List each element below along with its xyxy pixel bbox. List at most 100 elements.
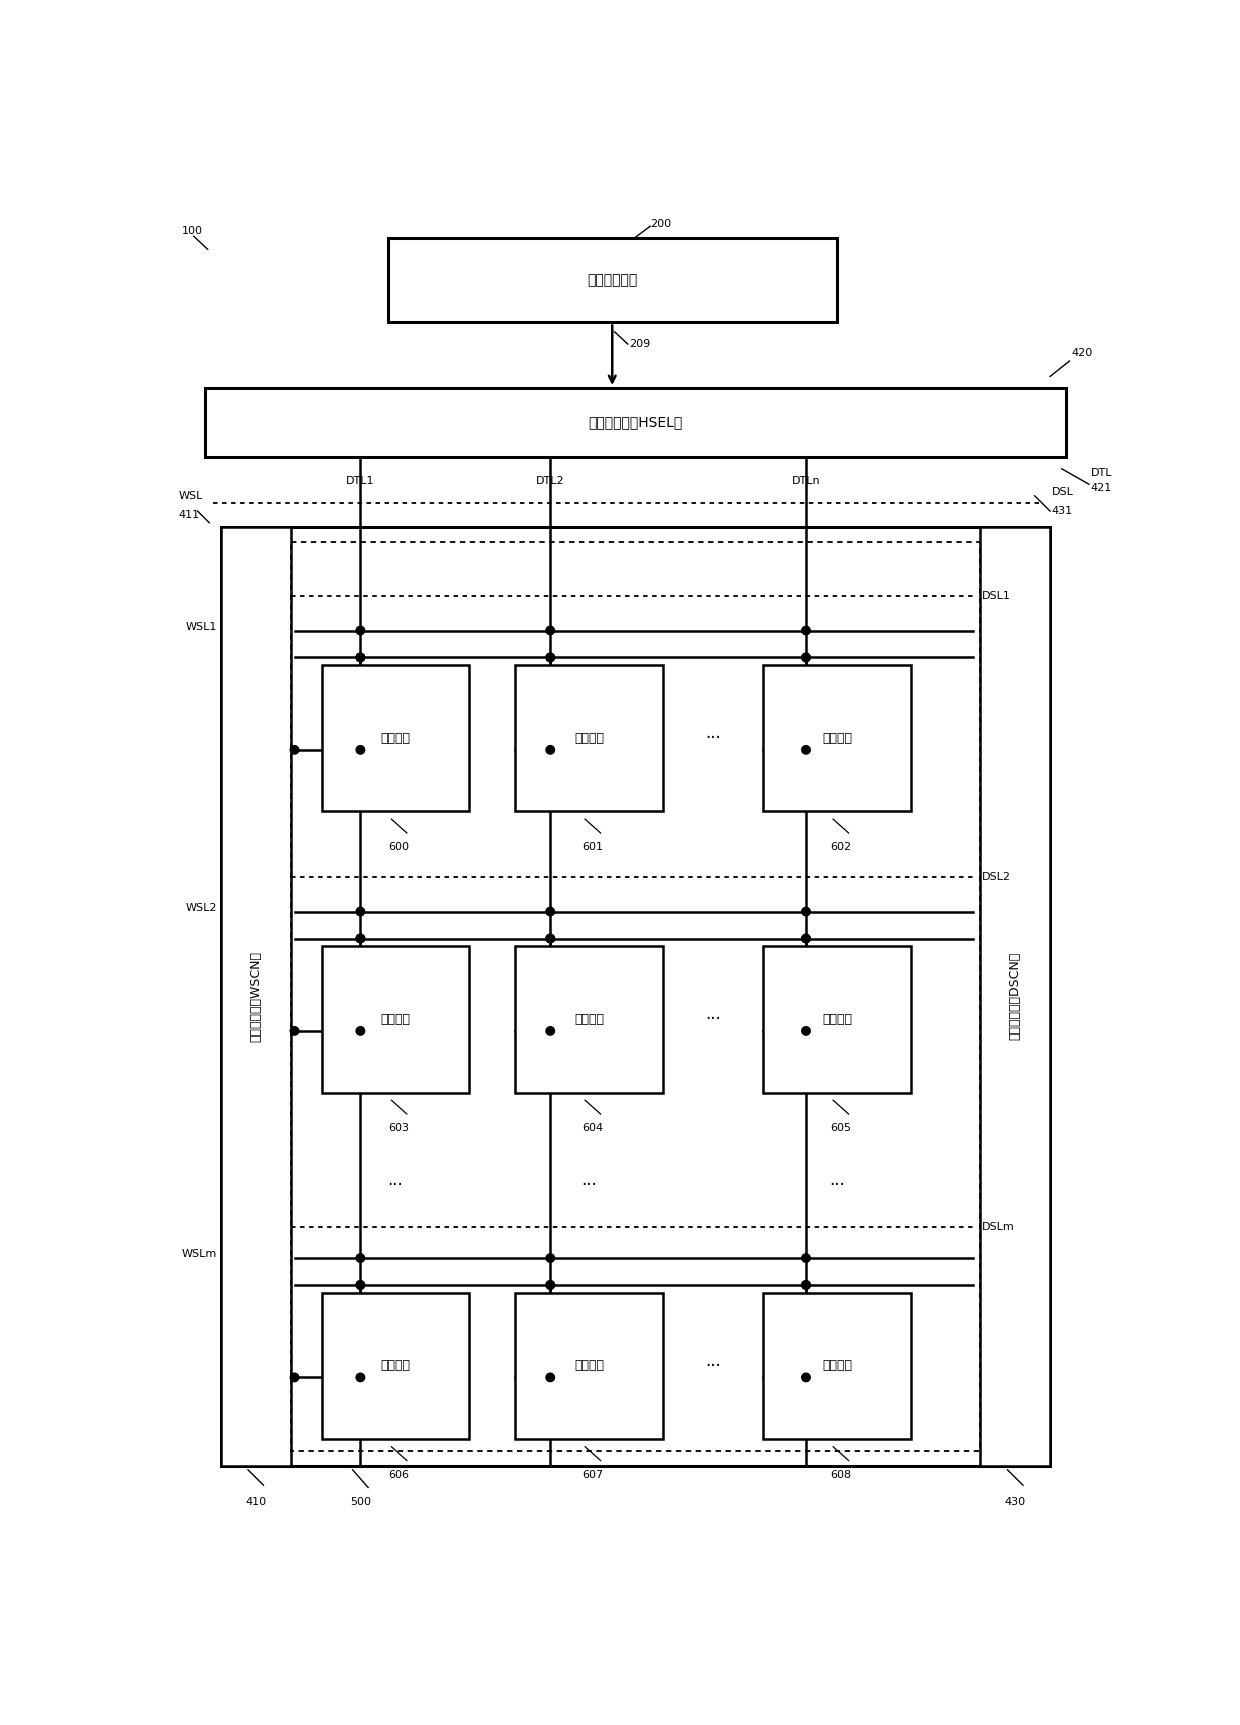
Text: 430: 430 bbox=[1004, 1497, 1025, 1506]
Circle shape bbox=[802, 907, 810, 916]
Bar bbox=[516, 666, 662, 811]
Text: 像素电路: 像素电路 bbox=[822, 1359, 852, 1373]
Text: 像素电路: 像素电路 bbox=[574, 731, 604, 745]
Circle shape bbox=[356, 1254, 365, 1263]
Text: 431: 431 bbox=[1052, 505, 1073, 516]
Text: DSL: DSL bbox=[1052, 486, 1074, 497]
Text: 411: 411 bbox=[179, 511, 200, 519]
Text: 像素电路: 像素电路 bbox=[574, 1013, 604, 1026]
Text: 600: 600 bbox=[388, 842, 409, 852]
Text: DTL2: DTL2 bbox=[536, 476, 564, 486]
Text: 209: 209 bbox=[629, 340, 651, 348]
Circle shape bbox=[546, 935, 554, 944]
Text: 500: 500 bbox=[350, 1497, 371, 1506]
Text: 老化校正单元: 老化校正单元 bbox=[587, 273, 637, 286]
Bar bbox=[516, 947, 662, 1092]
Text: 601: 601 bbox=[583, 842, 604, 852]
Circle shape bbox=[356, 626, 365, 635]
Circle shape bbox=[290, 1373, 299, 1382]
Bar bbox=[981, 526, 1050, 1466]
Text: 像素电路: 像素电路 bbox=[822, 731, 852, 745]
Circle shape bbox=[546, 654, 554, 662]
Circle shape bbox=[546, 626, 554, 635]
Text: 100: 100 bbox=[182, 226, 203, 236]
Bar bbox=[221, 526, 1050, 1466]
Text: WSL1: WSL1 bbox=[186, 621, 217, 631]
Bar bbox=[206, 388, 1065, 457]
Bar bbox=[221, 526, 290, 1466]
Circle shape bbox=[356, 654, 365, 662]
Bar bbox=[516, 1292, 662, 1439]
Text: 606: 606 bbox=[388, 1470, 409, 1480]
Text: 写入扫描器（WSCN）: 写入扫描器（WSCN） bbox=[249, 950, 262, 1042]
Text: DTL: DTL bbox=[1090, 467, 1112, 478]
Text: WSL: WSL bbox=[179, 490, 202, 500]
Circle shape bbox=[802, 654, 810, 662]
Text: 420: 420 bbox=[1071, 348, 1094, 359]
Text: 像素电路: 像素电路 bbox=[822, 1013, 852, 1026]
Text: 像素电路: 像素电路 bbox=[381, 731, 410, 745]
Circle shape bbox=[356, 1026, 365, 1035]
Text: WSL2: WSL2 bbox=[186, 902, 217, 913]
Circle shape bbox=[356, 935, 365, 944]
Circle shape bbox=[546, 907, 554, 916]
Text: 200: 200 bbox=[650, 219, 671, 228]
Circle shape bbox=[356, 654, 365, 662]
Bar bbox=[290, 542, 981, 1451]
Text: 605: 605 bbox=[831, 1123, 852, 1133]
Circle shape bbox=[802, 1254, 810, 1263]
Text: DTLn: DTLn bbox=[791, 476, 821, 486]
Circle shape bbox=[356, 907, 365, 916]
Text: ···: ··· bbox=[706, 730, 720, 747]
Text: DSL2: DSL2 bbox=[982, 871, 1011, 881]
Circle shape bbox=[546, 1373, 554, 1382]
Circle shape bbox=[290, 1026, 299, 1035]
Circle shape bbox=[802, 1026, 810, 1035]
Circle shape bbox=[356, 935, 365, 944]
Text: 603: 603 bbox=[388, 1123, 409, 1133]
Circle shape bbox=[356, 1280, 365, 1289]
Circle shape bbox=[356, 1373, 365, 1382]
Circle shape bbox=[802, 935, 810, 944]
Circle shape bbox=[546, 654, 554, 662]
Circle shape bbox=[546, 935, 554, 944]
Text: 像素电路: 像素电路 bbox=[574, 1359, 604, 1373]
Text: ···: ··· bbox=[830, 1176, 844, 1194]
Circle shape bbox=[802, 654, 810, 662]
Text: 607: 607 bbox=[583, 1470, 604, 1480]
Circle shape bbox=[802, 745, 810, 754]
Text: 像素电路: 像素电路 bbox=[381, 1359, 410, 1373]
Circle shape bbox=[546, 1280, 554, 1289]
Circle shape bbox=[546, 1254, 554, 1263]
Bar bbox=[764, 947, 910, 1092]
Text: WSLm: WSLm bbox=[182, 1249, 217, 1259]
Circle shape bbox=[356, 1280, 365, 1289]
Text: 水平选择器（HSEL）: 水平选择器（HSEL） bbox=[588, 416, 683, 430]
Bar bbox=[764, 666, 910, 811]
Text: 驱动扫描器（DSCN）: 驱动扫描器（DSCN） bbox=[1009, 952, 1022, 1040]
Text: DSLm: DSLm bbox=[982, 1223, 1014, 1232]
Bar bbox=[321, 947, 469, 1092]
Text: ···: ··· bbox=[706, 1358, 720, 1375]
Circle shape bbox=[802, 626, 810, 635]
Text: 421: 421 bbox=[1090, 483, 1112, 493]
Circle shape bbox=[546, 1280, 554, 1289]
Text: DSL1: DSL1 bbox=[982, 592, 1011, 600]
Text: ···: ··· bbox=[387, 1176, 403, 1194]
Text: 608: 608 bbox=[831, 1470, 852, 1480]
Text: 604: 604 bbox=[583, 1123, 604, 1133]
Bar bbox=[764, 1292, 910, 1439]
Circle shape bbox=[546, 745, 554, 754]
Text: DTL1: DTL1 bbox=[346, 476, 374, 486]
Circle shape bbox=[802, 1373, 810, 1382]
Circle shape bbox=[802, 1280, 810, 1289]
Text: 602: 602 bbox=[831, 842, 852, 852]
Text: 410: 410 bbox=[246, 1497, 267, 1506]
Circle shape bbox=[802, 935, 810, 944]
Circle shape bbox=[290, 745, 299, 754]
Text: 像素电路: 像素电路 bbox=[381, 1013, 410, 1026]
Text: ···: ··· bbox=[582, 1176, 596, 1194]
Circle shape bbox=[802, 1280, 810, 1289]
Bar bbox=[387, 238, 837, 323]
Circle shape bbox=[356, 745, 365, 754]
